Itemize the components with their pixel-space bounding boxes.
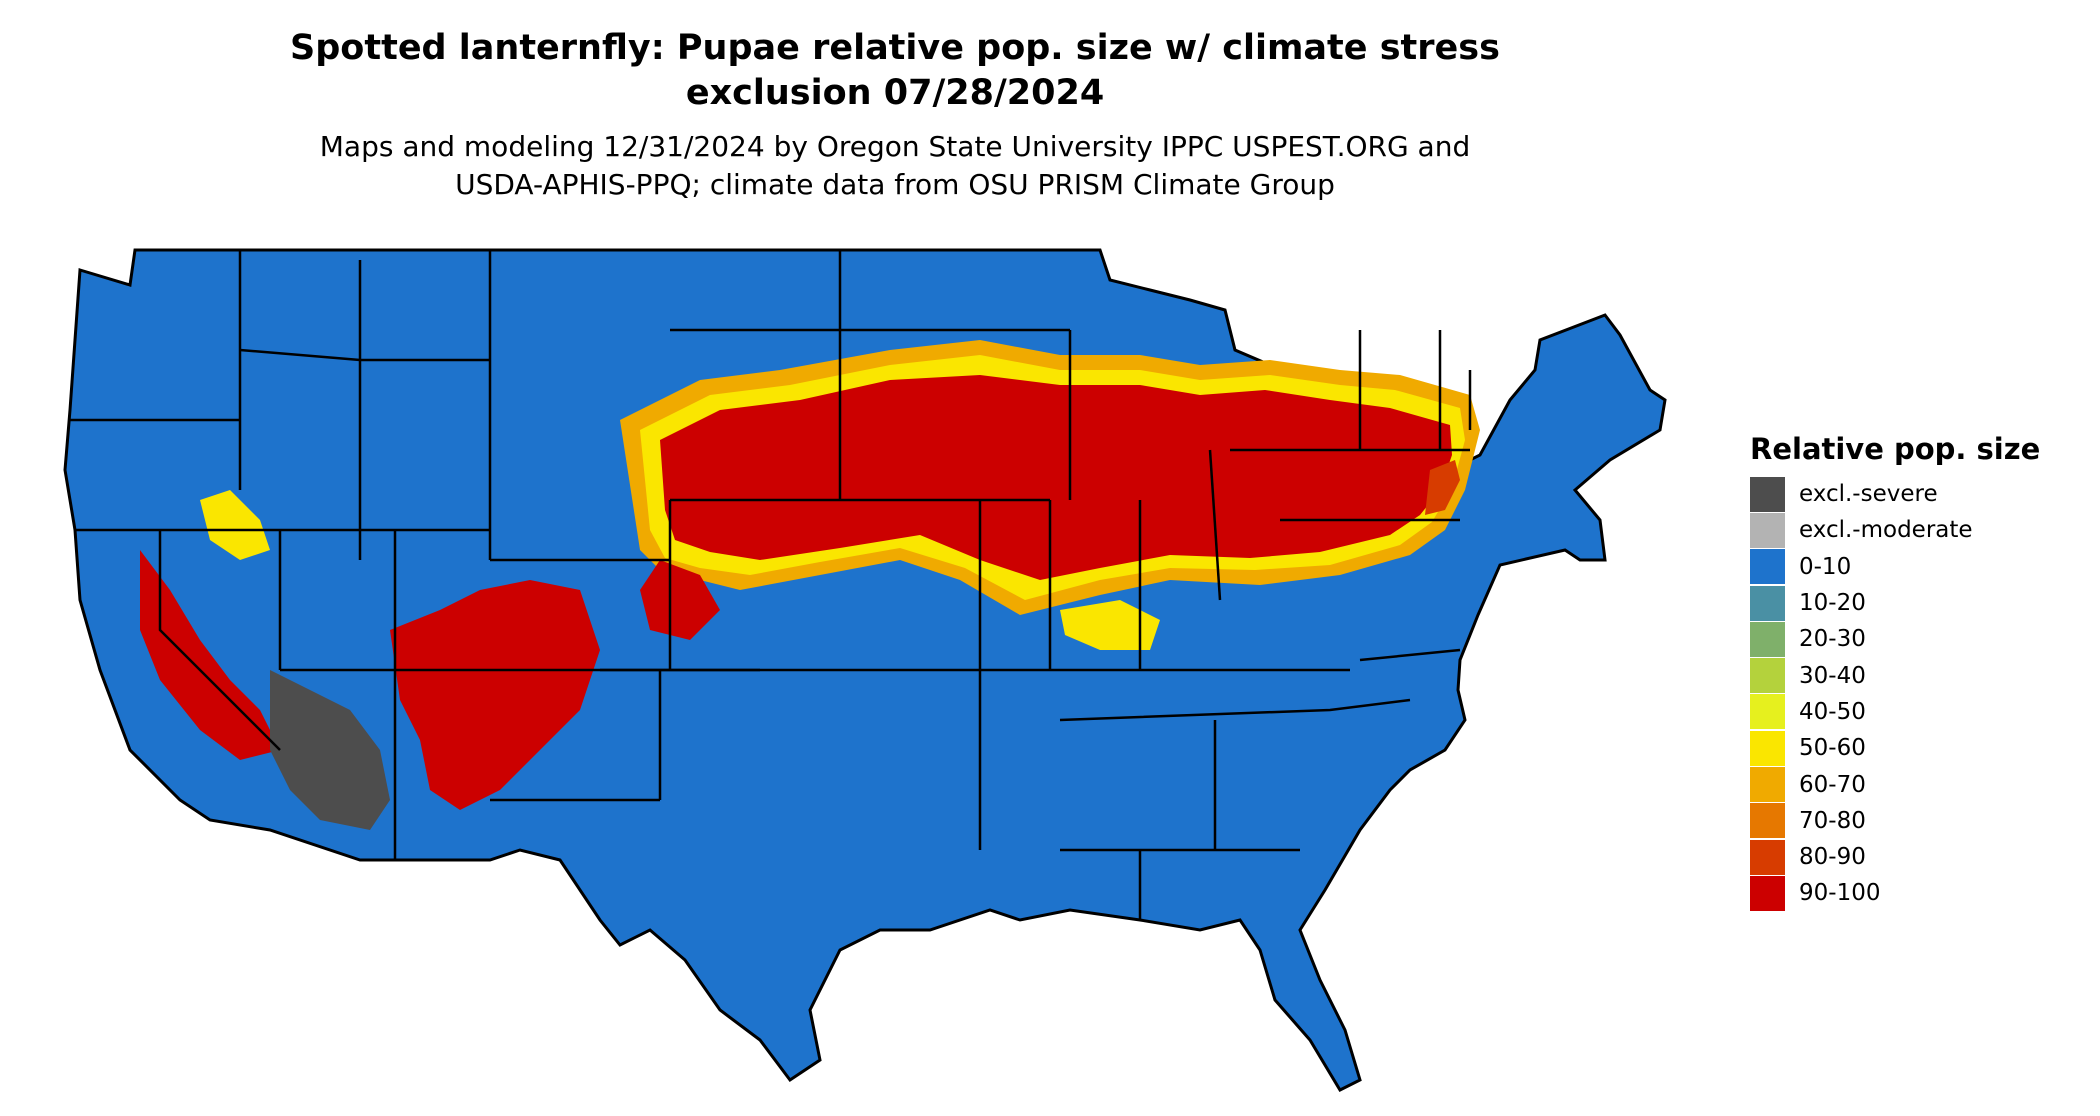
- legend-swatch: [1750, 839, 1785, 875]
- legend-swatch: [1750, 549, 1785, 585]
- map-subtitle: Maps and modeling 12/31/2024 by Oregon S…: [0, 128, 1790, 204]
- subtitle-line-2: USDA-APHIS-PPQ; climate data from OSU PR…: [455, 168, 1335, 201]
- legend-item: 0-10: [1750, 549, 2040, 585]
- legend-label: 0-10: [1799, 553, 1852, 580]
- legend-label: 20-30: [1799, 626, 1866, 653]
- legend-label: 70-80: [1799, 807, 1866, 834]
- legend-swatch: [1750, 658, 1785, 694]
- legend-title: Relative pop. size: [1750, 432, 2041, 466]
- legend-item: 60-70: [1750, 766, 2040, 803]
- legend-label: 80-90: [1799, 844, 1866, 871]
- legend-label: 50-60: [1799, 735, 1866, 762]
- legend-label: 40-50: [1799, 698, 1866, 725]
- legend-item: 70-80: [1750, 803, 2040, 839]
- legend-items: excl.-severe excl.-moderate 0-10 10-20 20-30…: [1750, 476, 2040, 912]
- suitability-zones: [140, 340, 1480, 830]
- legend-item: 90-100: [1750, 875, 2040, 911]
- title-line-2: exclusion 07/28/2024: [685, 73, 1105, 113]
- legend-item: 50-60: [1750, 730, 2040, 766]
- legend-swatch: [1750, 730, 1785, 766]
- legend-label: 30-40: [1799, 662, 1866, 689]
- state-borders: [70, 250, 1472, 920]
- legend-item: 20-30: [1750, 621, 2040, 657]
- legend-swatch: [1750, 694, 1785, 730]
- legend-item: excl.-severe: [1750, 476, 2040, 512]
- us-map: [63, 248, 1667, 1092]
- legend-item: 80-90: [1750, 839, 2040, 875]
- legend-swatch: [1750, 875, 1785, 911]
- legend-item: 30-40: [1750, 657, 2040, 694]
- legend-label: excl.-severe: [1799, 481, 1938, 508]
- legend-swatch: [1750, 512, 1785, 548]
- subtitle-line-1: Maps and modeling 12/31/2024 by Oregon S…: [319, 130, 1471, 163]
- legend-label: excl.-moderate: [1799, 517, 1973, 544]
- map-title: Spotted lanternfly: Pupae relative pop. …: [0, 26, 1790, 116]
- legend-label: 60-70: [1799, 771, 1866, 798]
- legend-item: 40-50: [1750, 694, 2040, 730]
- legend: Relative pop. size excl.-severe excl.-mod…: [1750, 432, 2040, 912]
- legend-label: 90-100: [1799, 880, 1881, 907]
- legend-label: 10-20: [1799, 590, 1866, 617]
- legend-item: 10-20: [1750, 585, 2040, 621]
- legend-swatch: [1750, 621, 1785, 657]
- legend-swatch: [1750, 476, 1785, 512]
- legend-swatch: [1750, 803, 1785, 839]
- legend-item: excl.-moderate: [1750, 512, 2040, 548]
- title-line-1: Spotted lanternfly: Pupae relative pop. …: [290, 28, 1500, 68]
- legend-swatch: [1750, 585, 1785, 621]
- legend-swatch: [1750, 767, 1785, 803]
